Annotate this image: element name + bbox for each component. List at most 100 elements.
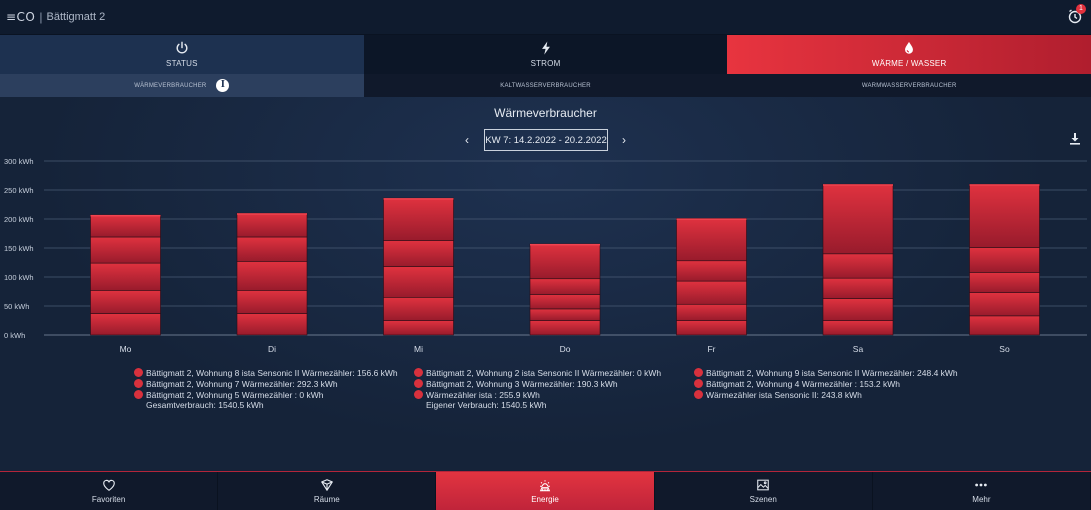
bar-segment[interactable] bbox=[236, 261, 308, 291]
legend-item[interactable]: Wärmezähler ista Sensonic II: 243.8 kWh bbox=[694, 389, 958, 400]
legend-item[interactable]: Bättigmatt 2, Wohnung 7 Wärmezähler: 292… bbox=[134, 378, 398, 389]
bar-segment[interactable] bbox=[236, 236, 308, 262]
bar-segment[interactable] bbox=[90, 313, 161, 336]
subtab-kaltwasserverbraucher[interactable]: KALTWASSERVERBRAUCHER bbox=[364, 74, 728, 97]
bar-segment[interactable] bbox=[822, 298, 894, 321]
nav-szenen[interactable]: Szenen bbox=[655, 472, 873, 510]
legend-label: Bättigmatt 2, Wohnung 3 Wärmezähler: 190… bbox=[426, 378, 618, 389]
bar-segment[interactable] bbox=[822, 183, 894, 255]
bar-segment[interactable] bbox=[969, 292, 1040, 317]
bar-segment[interactable] bbox=[969, 272, 1040, 293]
nav-raeume-label: Räume bbox=[313, 495, 340, 504]
info-icon[interactable]: i bbox=[216, 79, 230, 92]
tab-status[interactable]: STATUS bbox=[0, 35, 364, 74]
legend-label: Bättigmatt 2, Wohnung 7 Wärmezähler: 292… bbox=[146, 378, 338, 389]
bar-segment[interactable] bbox=[969, 183, 1040, 248]
bar-top bbox=[383, 198, 454, 200]
bar-segment[interactable] bbox=[236, 212, 308, 238]
chart-title: Wärmeverbraucher bbox=[494, 106, 597, 120]
energy-icon bbox=[539, 480, 551, 492]
bar-segment[interactable] bbox=[90, 262, 161, 291]
legend-item[interactable]: Bättigmatt 2, Wohnung 5 Wärmezähler : 0 … bbox=[134, 389, 398, 400]
bar-segment[interactable] bbox=[236, 290, 308, 314]
bar-segment[interactable] bbox=[529, 278, 601, 295]
bar-top bbox=[676, 218, 747, 220]
bar-segment[interactable] bbox=[90, 290, 161, 314]
chevron-right-icon[interactable]: › bbox=[622, 133, 626, 147]
legend-item[interactable]: Bättigmatt 2, Wohnung 8 ista Sensonic II… bbox=[134, 367, 398, 378]
legend-dot-icon bbox=[414, 390, 423, 399]
x-tick-label: Fr bbox=[707, 344, 715, 354]
legend-column-3: Bättigmatt 2, Wohnung 9 ista Sensonic II… bbox=[694, 367, 958, 400]
bar-segment[interactable] bbox=[383, 320, 454, 336]
week-selector[interactable]: KW 7: 14.2.2022 - 20.2.2022 bbox=[484, 129, 608, 151]
bar-segment[interactable] bbox=[529, 294, 601, 310]
legend-item[interactable]: Bättigmatt 2, Wohnung 4 Wärmezähler : 15… bbox=[694, 378, 958, 389]
app-header: ≡CO | Bättigmatt 2 1 bbox=[0, 0, 1091, 35]
chevron-left-icon[interactable]: ‹ bbox=[465, 133, 469, 147]
legend-dot-icon bbox=[414, 368, 423, 377]
legend-item[interactable]: Bättigmatt 2, Wohnung 3 Wärmezähler: 190… bbox=[414, 378, 661, 389]
subtab-waermeverbraucher[interactable]: WÄRMEVERBRAUCHER i bbox=[0, 74, 364, 97]
download-button[interactable] bbox=[1069, 132, 1083, 146]
tab-status-label: STATUS bbox=[166, 59, 198, 68]
nav-energie[interactable]: Energie bbox=[436, 472, 655, 510]
bar-segment[interactable] bbox=[676, 303, 747, 321]
bar-top bbox=[237, 213, 307, 215]
bar-segment[interactable] bbox=[676, 280, 747, 305]
nav-raeume[interactable]: Räume bbox=[218, 472, 437, 510]
bar-segment[interactable] bbox=[383, 197, 454, 241]
legend-label: Wärmezähler ista Sensonic II: 243.8 kWh bbox=[706, 389, 862, 400]
bar-segment[interactable] bbox=[822, 277, 894, 299]
nav-favoriten-label: Favoriten bbox=[91, 495, 126, 504]
bar-segment[interactable] bbox=[529, 308, 601, 321]
bar-segment[interactable] bbox=[676, 320, 747, 336]
tab-strom[interactable]: STROM bbox=[363, 35, 728, 74]
chart-panel: Wärmeverbraucher ‹ KW 7: 14.2.2022 - 20.… bbox=[0, 97, 1091, 471]
bar-segment[interactable] bbox=[676, 218, 747, 262]
bar-segment[interactable] bbox=[676, 260, 747, 282]
legend-label: Bättigmatt 2, Wohnung 4 Wärmezähler : 15… bbox=[706, 378, 901, 389]
week-navigation: ‹ KW 7: 14.2.2022 - 20.2.2022 › bbox=[0, 129, 1091, 151]
bottom-navigation: Favoriten Räume Energie Szenen Mehr bbox=[0, 471, 1091, 510]
legend-column-2: Bättigmatt 2, Wohnung 2 ista Sensonic II… bbox=[414, 367, 661, 411]
bar-segment[interactable] bbox=[822, 320, 894, 336]
bar-segment[interactable] bbox=[383, 266, 454, 298]
legend-item[interactable]: Bättigmatt 2, Wohnung 9 ista Sensonic II… bbox=[694, 367, 958, 378]
bar-segment[interactable] bbox=[822, 253, 894, 279]
bar-segment[interactable] bbox=[90, 214, 161, 238]
tab-waerme-wasser[interactable]: WÄRME / WASSER bbox=[727, 35, 1091, 74]
bar-segment[interactable] bbox=[529, 320, 601, 336]
power-icon bbox=[176, 41, 188, 54]
bar-segment[interactable] bbox=[969, 315, 1040, 336]
nav-mehr[interactable]: Mehr bbox=[873, 472, 1091, 510]
heart-icon bbox=[102, 479, 115, 491]
bar-segment[interactable] bbox=[969, 247, 1040, 273]
nav-favoriten[interactable]: Favoriten bbox=[0, 472, 219, 510]
drop-icon bbox=[905, 41, 914, 54]
legend-total: Eigener Verbrauch: 1540.5 kWh bbox=[426, 400, 547, 410]
legend-dot-icon bbox=[134, 390, 143, 399]
bar-segment[interactable] bbox=[90, 236, 161, 264]
bar-segment[interactable] bbox=[529, 243, 601, 280]
download-icon bbox=[1070, 133, 1080, 145]
tab-strom-label: STROM bbox=[530, 59, 561, 68]
bar-top bbox=[90, 214, 161, 217]
legend-label: Bättigmatt 2, Wohnung 8 ista Sensonic II… bbox=[146, 367, 398, 378]
bar-segment[interactable] bbox=[383, 297, 454, 321]
bar-segment[interactable] bbox=[383, 240, 454, 267]
subtab-warmwasserverbraucher[interactable]: WARMWASSERVERBRAUCHER bbox=[727, 74, 1091, 97]
app-logo: ≡CO bbox=[6, 10, 36, 24]
alarm-button[interactable]: 1 bbox=[1067, 4, 1086, 26]
subtab-waermeverbraucher-label: WÄRMEVERBRAUCHER bbox=[134, 82, 207, 89]
y-tick-label: 300 kWh bbox=[4, 157, 34, 166]
alarm-badge: 1 bbox=[1076, 4, 1086, 14]
legend-item[interactable]: Bättigmatt 2, Wohnung 2 ista Sensonic II… bbox=[414, 367, 661, 378]
legend-item[interactable]: Wärmezähler ista : 255.9 kWh bbox=[414, 389, 661, 400]
main-tabs: STATUS STROM WÄRME / WASSER bbox=[0, 35, 1091, 74]
x-tick-label: Di bbox=[268, 344, 276, 354]
legend-dot-icon bbox=[134, 379, 143, 388]
nav-energie-label: Energie bbox=[531, 495, 559, 504]
bar-segment[interactable] bbox=[236, 313, 308, 336]
legend-label: Bättigmatt 2, Wohnung 9 ista Sensonic II… bbox=[706, 367, 958, 378]
